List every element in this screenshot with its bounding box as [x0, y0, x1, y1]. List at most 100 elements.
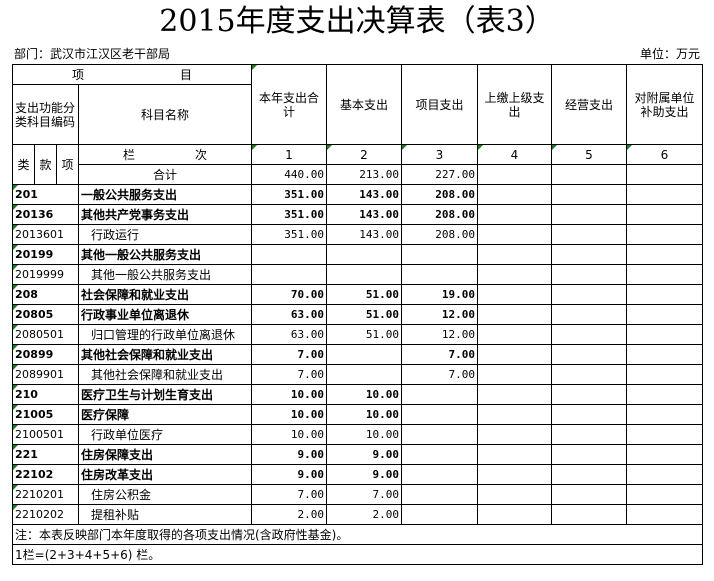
row-value: 351.00 — [251, 224, 327, 245]
row-value — [626, 204, 703, 225]
col-num-2: 2 — [326, 144, 402, 165]
table-row: 2210202 提租补贴 2.00 2.00 — [12, 504, 703, 525]
row-value: 63.00 — [251, 324, 327, 345]
row-name: 医疗保障 — [78, 404, 252, 425]
header-lei: 类 — [12, 144, 35, 185]
row-code: 2210202 — [12, 504, 79, 525]
header-kuan: 款 — [34, 144, 57, 185]
row-value: 7.00 — [401, 364, 478, 385]
row-value — [551, 364, 627, 385]
row-value — [477, 224, 552, 245]
row-value — [551, 464, 627, 485]
row-value — [551, 424, 627, 445]
row-value — [551, 284, 627, 305]
row-value — [401, 464, 478, 485]
row-value — [477, 424, 552, 445]
row-name: 行政单位医疗 — [78, 424, 252, 445]
row-name: 医疗卫生与计划生育支出 — [78, 384, 252, 405]
row-value: 143.00 — [326, 204, 402, 225]
table-note: 注：本表反映部门本年度取得的各项支出情况(含政府性基金)。 — [12, 524, 703, 545]
col-header-5: 经营支出 — [551, 64, 627, 145]
row-name: 其他社会保障和就业支出 — [78, 344, 252, 365]
row-name: 住房公积金 — [78, 484, 252, 505]
total-label: 合计 — [78, 164, 252, 185]
row-value: 51.00 — [326, 324, 402, 345]
col-num-6: 6 — [626, 144, 703, 165]
row-value — [477, 484, 552, 505]
row-value — [626, 244, 703, 265]
row-value — [551, 264, 627, 285]
total-value — [626, 164, 703, 185]
row-value — [326, 244, 402, 265]
row-value — [477, 324, 552, 345]
row-code: 20805 — [12, 304, 79, 325]
row-value — [326, 364, 402, 385]
total-value: 213.00 — [326, 164, 402, 185]
col-num-5: 5 — [551, 144, 627, 165]
row-value — [626, 324, 703, 345]
row-value — [626, 344, 703, 365]
table-row: 221 住房保障支出 9.00 9.00 — [12, 444, 703, 465]
total-value — [477, 164, 552, 185]
row-value — [326, 344, 402, 365]
table-row: 201 一般公共服务支出 351.00 143.00 208.00 — [12, 184, 703, 205]
row-code: 2013601 — [12, 224, 79, 245]
row-code: 2089901 — [12, 364, 79, 385]
table-row: 20199 其他一般公共服务支出 — [12, 244, 703, 265]
header-xiang: 项 — [56, 144, 79, 185]
row-value: 9.00 — [326, 464, 402, 485]
row-value — [401, 504, 478, 525]
row-name: 归口管理的行政单位离退休 — [78, 324, 252, 345]
row-value — [401, 264, 478, 285]
row-value: 7.00 — [401, 344, 478, 365]
row-value — [626, 424, 703, 445]
row-value — [551, 304, 627, 325]
row-value — [626, 284, 703, 305]
col-header-3: 项目支出 — [401, 64, 478, 145]
row-value: 7.00 — [326, 484, 402, 505]
row-code: 2019999 — [12, 264, 79, 285]
header-item: 项 目 — [12, 64, 252, 85]
row-code: 2080501 — [12, 324, 79, 345]
total-value: 440.00 — [251, 164, 327, 185]
row-value: 9.00 — [251, 464, 327, 485]
row-value — [477, 364, 552, 385]
row-value — [477, 284, 552, 305]
col-num-4: 4 — [477, 144, 552, 165]
table-row: 22102 住房改革支出 9.00 9.00 — [12, 464, 703, 485]
row-value: 351.00 — [251, 204, 327, 225]
table-row: 2089901 其他社会保障和就业支出 7.00 7.00 — [12, 364, 703, 385]
col-header-2: 基本支出 — [326, 64, 402, 145]
row-value — [626, 304, 703, 325]
row-value — [477, 404, 552, 425]
col-num-3: 3 — [401, 144, 478, 165]
row-value — [626, 464, 703, 485]
row-value: 7.00 — [251, 364, 327, 385]
row-value: 208.00 — [401, 224, 478, 245]
total-value — [551, 164, 627, 185]
row-value — [477, 504, 552, 525]
table-row: 208 社会保障和就业支出 70.00 51.00 19.00 — [12, 284, 703, 305]
row-value: 10.00 — [251, 424, 327, 445]
row-name: 提租补贴 — [78, 504, 252, 525]
header-name: 科目名称 — [78, 84, 252, 145]
row-value — [626, 224, 703, 245]
row-value: 2.00 — [326, 504, 402, 525]
row-name: 住房改革支出 — [78, 464, 252, 485]
table-row: 2080501 归口管理的行政单位离退休 63.00 51.00 12.00 — [12, 324, 703, 345]
row-value: 70.00 — [251, 284, 327, 305]
row-value — [401, 484, 478, 505]
col-num-1: 1 — [251, 144, 327, 165]
row-value — [551, 224, 627, 245]
table-note: 1栏=(2+3+4+5+6) 栏。 — [12, 544, 703, 565]
row-code: 2210201 — [12, 484, 79, 505]
row-code: 210 — [12, 384, 79, 405]
row-name: 行政运行 — [78, 224, 252, 245]
table-row: 2013601 行政运行 351.00 143.00 208.00 — [12, 224, 703, 245]
row-value — [477, 384, 552, 405]
row-value: 143.00 — [326, 184, 402, 205]
row-name: 其他一般公共服务支出 — [78, 264, 252, 285]
row-value: 10.00 — [251, 404, 327, 425]
row-code: 20136 — [12, 204, 79, 225]
row-value: 19.00 — [401, 284, 478, 305]
